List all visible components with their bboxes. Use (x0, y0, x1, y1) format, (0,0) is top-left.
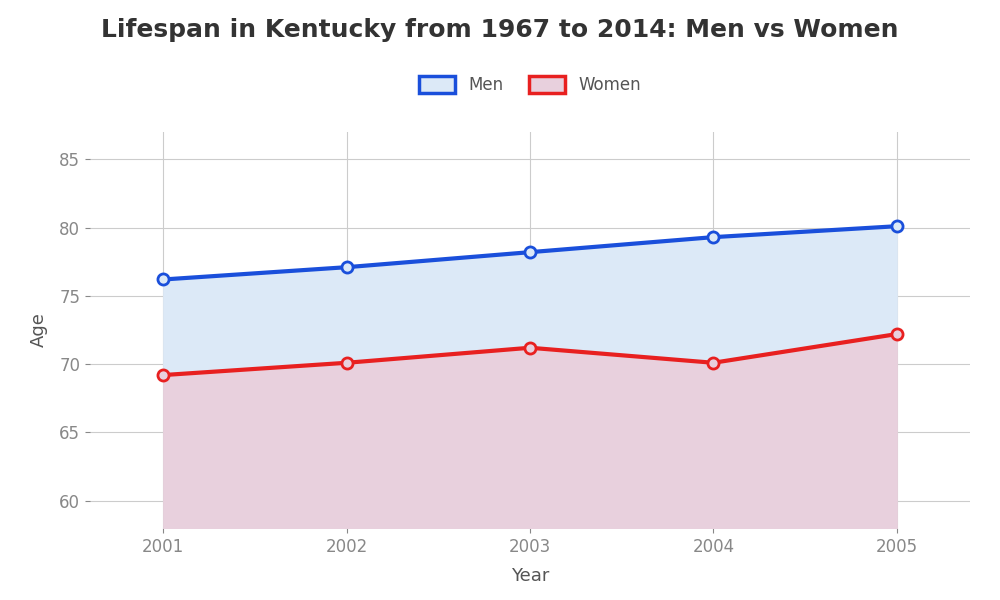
Y-axis label: Age: Age (30, 313, 48, 347)
Text: Lifespan in Kentucky from 1967 to 2014: Men vs Women: Lifespan in Kentucky from 1967 to 2014: … (101, 18, 899, 42)
X-axis label: Year: Year (511, 567, 549, 585)
Legend: Men, Women: Men, Women (412, 69, 648, 101)
